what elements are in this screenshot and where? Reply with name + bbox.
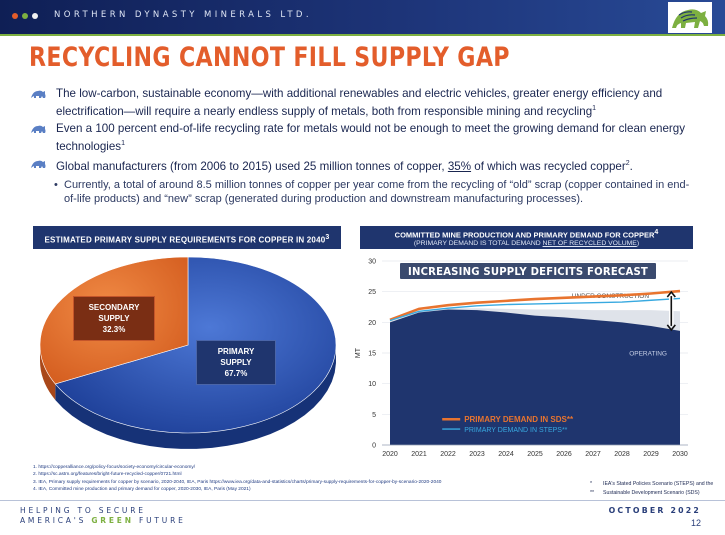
bullet-3-end: . [629, 159, 633, 173]
operating-area [390, 309, 680, 445]
forecast-banner-text: INCREASING SUPPLY DEFICITS FORECAST [408, 266, 649, 278]
scenario-note-2: Sustainable Development Scenario (SDS) [603, 489, 700, 496]
sub-bullet-text: Currently, a total of around 8.5 million… [64, 178, 690, 205]
x-tick-label: 2025 [527, 451, 543, 458]
primary-supply-pie-chart [39, 256, 337, 449]
bullet-2-sup: 1 [121, 139, 126, 147]
x-tick-label: 2026 [556, 451, 572, 458]
bullet-2: Even a 100 percent end-of-life recycling… [30, 122, 690, 154]
tagline-a: AMERICA'S [20, 516, 92, 525]
bullet-3-text-b: of which was recycled copper [471, 159, 626, 173]
scenario-note-key-1: * [590, 481, 593, 487]
x-tick-label: 2020 [382, 451, 398, 458]
x-tick-label: 2024 [498, 451, 514, 458]
page-title: RECYCLING CANNOT FILL SUPPLY GAP [29, 42, 510, 73]
x-tick-label: 2021 [411, 451, 427, 458]
footnote-4: 4. IEA, Committed mine production and pr… [33, 486, 251, 492]
deficit-arrow-head-up [666, 290, 676, 298]
company-name: NORTHERN DYNASTY MINERALS LTD. [54, 10, 312, 20]
bear-logo-icon [668, 2, 712, 33]
scenario-note-1: IEA's Stated Policies Scenario (STEPS) a… [603, 481, 714, 487]
primary-supply-value: 67.7% [224, 369, 248, 378]
green-dot [22, 13, 28, 19]
operating-label: OPERATING [629, 350, 667, 357]
y-tick-label: 10 [368, 381, 376, 388]
secondary-supply-name: SECONDARY SUPPLY [88, 303, 140, 323]
forecast-banner [400, 263, 656, 279]
primary-supply-slice [54, 256, 337, 434]
sds-demand-line [389, 289, 681, 322]
right-panel-subtitle-underlined: NET OF RECYCLED VOLUME [542, 239, 637, 247]
y-tick-label: 25 [368, 289, 376, 296]
footer-rule [0, 500, 725, 501]
primary-supply-label: PRIMARY SUPPLY 67.7% [196, 340, 276, 385]
secondary-supply-slice-side [40, 345, 56, 400]
y-tick-label: 30 [368, 259, 376, 266]
bullet-3-underlined: 35% [447, 159, 472, 173]
right-panel-header: COMMITTED MINE PRODUCTION AND PRIMARY DE… [360, 226, 693, 249]
tagline-c: FUTURE [133, 516, 186, 525]
secondary-supply-value: 32.3% [102, 325, 126, 334]
deficit-arrow-head-down [666, 324, 676, 332]
scenario-note-key-2: ** [590, 489, 595, 496]
left-panel-sup: 3 [325, 234, 330, 241]
presentation-date: OCTOBER 2022 [608, 506, 701, 515]
scenario-notes: * IEA's Stated Policies Scenario (STEPS) … [590, 480, 713, 497]
header-rule [0, 34, 725, 36]
bullet-3: Global manufacturers (from 2006 to 2015)… [30, 157, 690, 174]
brand-dots [12, 13, 38, 19]
right-panel-sup: 4 [654, 229, 659, 236]
bullet-list: The low-carbon, sustainable economy—with… [30, 87, 690, 206]
primary-supply-name: PRIMARY SUPPLY [217, 347, 255, 367]
tagline-line-1: HELPING TO SECURE [20, 506, 146, 515]
y-axis-label: MT [355, 347, 362, 358]
white-dot [32, 13, 38, 19]
bullet-3-text-a: Global manufacturers (from 2006 to 2015)… [56, 159, 448, 173]
bullet-1-sup: 1 [592, 104, 597, 112]
y-tick-label: 0 [372, 443, 376, 450]
footnote-1: 1. https://copperalliance.org/policy-foc… [33, 465, 196, 470]
x-tick-label: 2023 [469, 451, 485, 458]
steps-demand-line [389, 297, 681, 322]
x-tick-label: 2027 [585, 451, 601, 458]
bullet-1: The low-carbon, sustainable economy—with… [30, 87, 690, 119]
legend-steps-label: PRIMARY DEMAND IN STEPS** [464, 427, 567, 434]
right-panel-subtitle-b: ) [636, 239, 640, 247]
sub-bullet-dot-icon: • [54, 178, 58, 191]
legend-sds-label: PRIMARY DEMAND IN SDS** [464, 415, 574, 424]
x-tick-label: 2022 [440, 451, 456, 458]
tagline-green: GREEN [91, 516, 134, 525]
y-tick-label: 5 [372, 412, 376, 419]
tagline-line-2: AMERICA'S GREEN FUTURE [20, 516, 186, 525]
sub-bullet: • Currently, a total of around 8.5 milli… [30, 178, 690, 207]
top-banner: NORTHERN DYNASTY MINERALS LTD. [0, 0, 725, 34]
orange-dot [12, 13, 18, 19]
page-number: 12 [690, 518, 701, 528]
primary-supply-slice-side [55, 347, 336, 449]
left-panel-title: ESTIMATED PRIMARY SUPPLY REQUIREMENTS FO… [44, 235, 326, 245]
bullet-1-text: The low-carbon, sustainable economy—with… [56, 87, 663, 118]
bullet-2-text: Even a 100 percent end-of-life recycling… [56, 122, 686, 153]
secondary-supply-label: SECONDARY SUPPLY 32.3% [73, 296, 155, 341]
y-tick-label: 20 [368, 320, 376, 327]
right-panel-title: COMMITTED MINE PRODUCTION AND PRIMARY DE… [394, 230, 655, 240]
footnotes: 1. https://copperalliance.org/policy-foc… [33, 464, 463, 493]
x-tick-label: 2029 [643, 451, 659, 458]
bear-bullet-icon [31, 160, 46, 169]
left-panel-header: ESTIMATED PRIMARY SUPPLY REQUIREMENTS FO… [33, 226, 341, 249]
right-panel-subtitle-a: (PRIMARY DEMAND IS TOTAL DEMAND [413, 239, 543, 247]
bear-bullet-icon [31, 125, 46, 134]
y-tick-label: 15 [368, 351, 376, 358]
x-tick-label: 2030 [672, 451, 688, 458]
footnote-2: 2. https://sc.astm.org/features/bright-f… [33, 472, 182, 478]
bullet-3-sup: 2 [625, 160, 630, 168]
bear-bullet-icon [31, 90, 46, 98]
x-tick-label: 2028 [614, 451, 630, 458]
footnote-3: 3. IEA, Primary supply requirements for … [33, 479, 442, 485]
